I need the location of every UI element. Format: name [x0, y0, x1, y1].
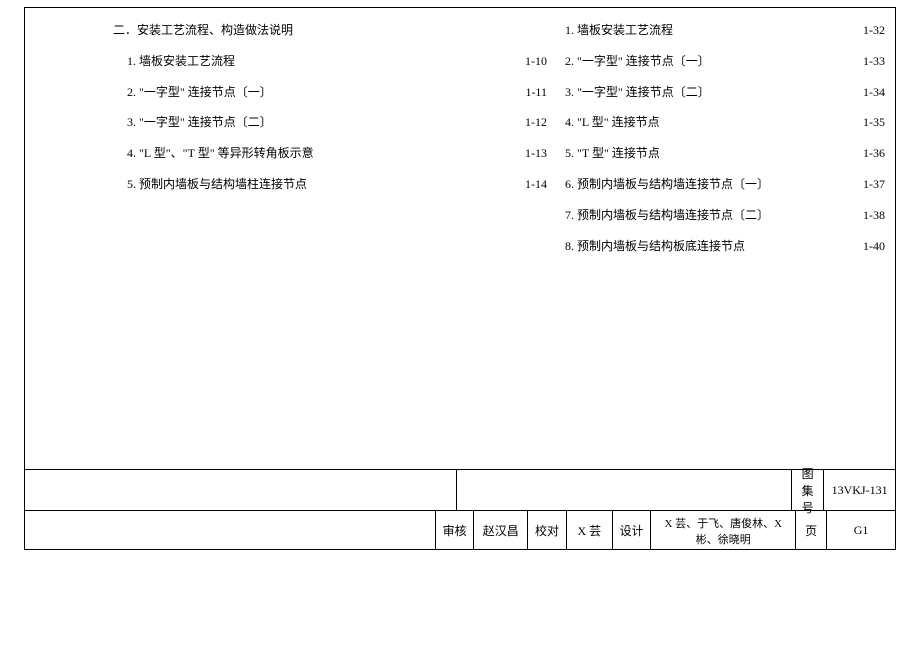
drawing-frame: 二．安装工艺流程、构造做法说明 1. 墙板安装工艺流程 1-10 2. "一字型…: [24, 7, 896, 550]
toc-row: 1. 墙板安装工艺流程 1-10: [113, 53, 553, 70]
tb-tuji-value: 13VKJ-131: [823, 470, 895, 510]
toc-label: 4. "L 型" 连接节点: [565, 114, 660, 131]
toc-label: 5. "T 型" 连接节点: [565, 145, 660, 162]
toc-left-column: 二．安装工艺流程、构造做法说明 1. 墙板安装工艺流程 1-10 2. "一字型…: [113, 22, 553, 207]
toc-row: 4. "L 型" 连接节点 1-35: [565, 114, 891, 131]
toc-label: 5. 预制内墙板与结构墙柱连接节点: [127, 176, 307, 193]
toc-page: 1-35: [863, 114, 891, 131]
toc-row: 3. "一字型" 连接节点〔二〕 1-34: [565, 84, 891, 101]
toc-row: 5. "T 型" 连接节点 1-36: [565, 145, 891, 162]
toc-row: 6. 预制内墙板与结构墙连接节点〔一〕 1-37: [565, 176, 891, 193]
toc-page: 1-34: [863, 84, 891, 101]
toc-row: 7. 预制内墙板与结构墙连接节点〔二〕 1-38: [565, 207, 891, 224]
section-heading-row: 二．安装工艺流程、构造做法说明: [113, 22, 553, 39]
tb-spacer: [25, 470, 456, 510]
toc-label: 6. 预制内墙板与结构墙连接节点〔一〕: [565, 176, 769, 193]
toc-label: 7. 预制内墙板与结构墙连接节点〔二〕: [565, 207, 769, 224]
toc-row: 1. 墙板安装工艺流程 1-32: [565, 22, 891, 39]
toc-row: 2. "一字型" 连接节点〔一〕 1-11: [113, 84, 553, 101]
tb-sheji-label: 设计: [612, 511, 651, 550]
tb-jiaodui-value: X 芸: [566, 511, 612, 550]
toc-row: 5. 预制内墙板与结构墙柱连接节点 1-14: [113, 176, 553, 193]
toc-page: 1-37: [863, 176, 891, 193]
toc-label: 4. "L 型"、"T 型" 等异形转角板示意: [127, 145, 314, 162]
tb-shenhe-label: 审核: [435, 511, 474, 550]
toc-row: 8. 预制内墙板与结构板底连接节点 1-40: [565, 238, 891, 255]
toc-label: 2. "一字型" 连接节点〔一〕: [565, 53, 710, 70]
toc-page: 1-10: [525, 53, 553, 70]
toc-page: 1-33: [863, 53, 891, 70]
toc-right-column: 1. 墙板安装工艺流程 1-32 2. "一字型" 连接节点〔一〕 1-33 3…: [565, 22, 891, 268]
tb-page-code: G1: [826, 511, 895, 550]
toc-label: 2. "一字型" 连接节点〔一〕: [127, 84, 272, 101]
tb-jiaodui-label: 校对: [527, 511, 566, 550]
tb-spacer: [25, 511, 435, 550]
toc-page: 1-38: [863, 207, 891, 224]
toc-area: 二．安装工艺流程、构造做法说明 1. 墙板安装工艺流程 1-10 2. "一字型…: [25, 8, 895, 467]
toc-label: 1. 墙板安装工艺流程: [565, 22, 673, 39]
toc-page: 1-12: [525, 114, 553, 131]
toc-page: 1-36: [863, 145, 891, 162]
toc-label: 1. 墙板安装工艺流程: [127, 53, 235, 70]
toc-page: 1-32: [863, 22, 891, 39]
tb-tuji-label: 图集号: [791, 470, 823, 510]
tb-shenhe-value: 赵汉昌: [473, 511, 527, 550]
toc-label: 3. "一字型" 连接节点〔二〕: [127, 114, 272, 131]
tb-empty: [456, 470, 791, 510]
toc-page: 1-11: [525, 84, 553, 101]
tb-ye-label: 页: [795, 511, 826, 550]
title-block-row-2: 审核 赵汉昌 校对 X 芸 设计 X 芸、于飞、唐俊林、X 彬、徐晓明 页 G1: [25, 510, 895, 550]
toc-label: 3. "一字型" 连接节点〔二〕: [565, 84, 710, 101]
toc-page: 1-14: [525, 176, 553, 193]
toc-page: 1-40: [863, 238, 891, 255]
toc-label: 8. 预制内墙板与结构板底连接节点: [565, 238, 745, 255]
toc-row: 3. "一字型" 连接节点〔二〕 1-12: [113, 114, 553, 131]
title-block-row-1: 图集号 13VKJ-131: [25, 470, 895, 510]
toc-row: 4. "L 型"、"T 型" 等异形转角板示意 1-13: [113, 145, 553, 162]
toc-row: 2. "一字型" 连接节点〔一〕 1-33: [565, 53, 891, 70]
toc-page: 1-13: [525, 145, 553, 162]
tb-sheji-value: X 芸、于飞、唐俊林、X 彬、徐晓明: [650, 511, 795, 550]
section-heading: 二．安装工艺流程、构造做法说明: [113, 22, 293, 39]
title-block: 图集号 13VKJ-131 审核 赵汉昌 校对 X 芸 设计 X 芸、于飞、唐俊…: [25, 469, 895, 549]
